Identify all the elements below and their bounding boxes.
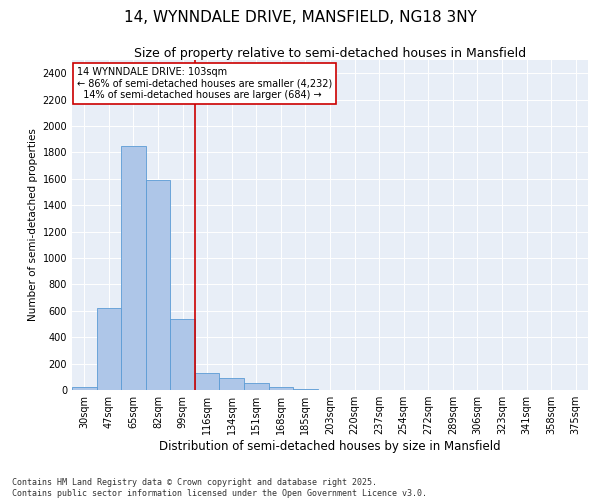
Bar [195, 373, 220, 390]
Bar [170, 318, 195, 390]
Bar [97, 308, 121, 390]
Bar [72, 386, 97, 390]
Bar [293, 388, 318, 390]
Text: 14 WYNNDALE DRIVE: 103sqm
← 86% of semi-detached houses are smaller (4,232)
  14: 14 WYNNDALE DRIVE: 103sqm ← 86% of semi-… [77, 66, 332, 100]
Bar [121, 146, 146, 390]
Bar [269, 386, 293, 390]
X-axis label: Distribution of semi-detached houses by size in Mansfield: Distribution of semi-detached houses by … [159, 440, 501, 453]
Bar [220, 378, 244, 390]
Bar [146, 180, 170, 390]
Y-axis label: Number of semi-detached properties: Number of semi-detached properties [28, 128, 38, 322]
Text: 14, WYNNDALE DRIVE, MANSFIELD, NG18 3NY: 14, WYNNDALE DRIVE, MANSFIELD, NG18 3NY [124, 10, 476, 25]
Text: Contains HM Land Registry data © Crown copyright and database right 2025.
Contai: Contains HM Land Registry data © Crown c… [12, 478, 427, 498]
Bar [244, 384, 269, 390]
Title: Size of property relative to semi-detached houses in Mansfield: Size of property relative to semi-detach… [134, 47, 526, 60]
